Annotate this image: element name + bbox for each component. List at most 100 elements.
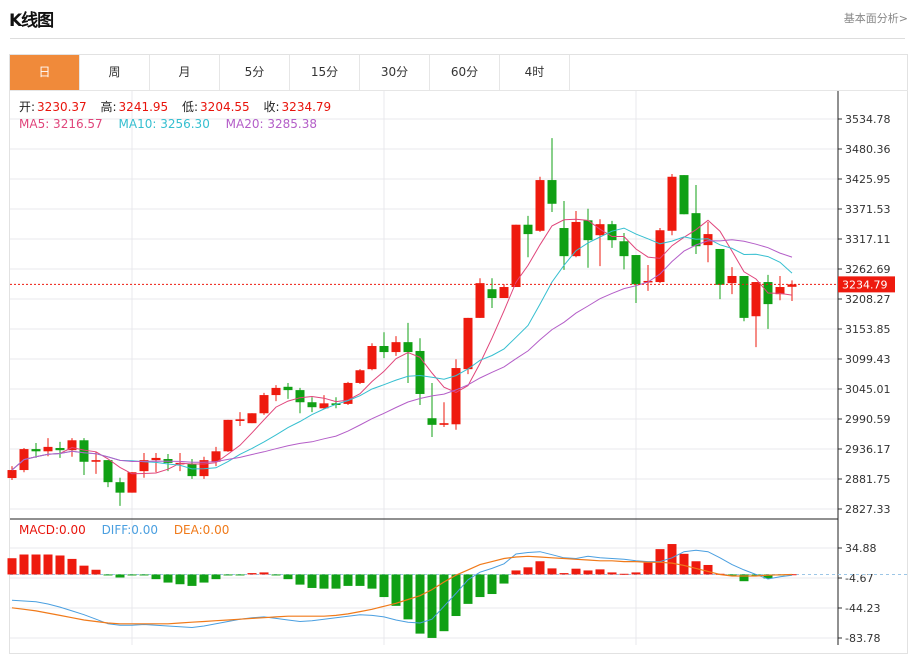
tab-15min[interactable]: 15分 <box>290 55 360 90</box>
candle-down <box>115 482 125 493</box>
candle-down <box>103 460 113 483</box>
candle-down <box>631 255 641 285</box>
tab-week[interactable]: 周 <box>80 55 150 90</box>
tab-month[interactable]: 月 <box>150 55 220 90</box>
tab-30min[interactable]: 30分 <box>360 55 430 90</box>
macd-bar <box>187 574 197 586</box>
candle-up <box>511 224 521 288</box>
price-tick-label: 3425.95 <box>845 173 891 186</box>
dea-line <box>11 555 793 625</box>
macd-bar <box>295 574 305 585</box>
candle-up <box>571 221 581 257</box>
price-tick-label: 2827.33 <box>845 503 891 516</box>
candle-down <box>283 386 293 391</box>
price-tick-label: 3045.01 <box>845 383 891 396</box>
macd-bar <box>259 572 269 575</box>
macd-bar <box>367 574 377 589</box>
macd-bar <box>379 574 389 598</box>
candle-down <box>415 350 425 394</box>
candle-up <box>655 230 665 283</box>
candle-up <box>223 419 233 452</box>
macd-bar <box>475 574 485 598</box>
macd-bar <box>199 574 209 583</box>
candle-up <box>535 180 545 231</box>
candle-up <box>355 370 365 383</box>
open-label: 开: <box>19 100 36 114</box>
macd-bar <box>103 574 113 576</box>
fundamental-analysis-link[interactable]: 基本面分析> <box>843 12 908 25</box>
price-tick-label: 2990.59 <box>845 413 891 426</box>
candle-up <box>343 382 353 404</box>
macd-bar <box>535 561 545 575</box>
macd-bar <box>583 570 593 575</box>
candle-up <box>7 470 17 479</box>
price-tick-label: 3317.11 <box>845 233 891 246</box>
open-value: 3230.37 <box>37 100 87 114</box>
macd-bar <box>247 573 257 575</box>
candle-up <box>247 413 257 424</box>
tab-4hour[interactable]: 4时 <box>500 55 570 90</box>
macd-bar <box>55 555 65 575</box>
macd-bar <box>343 574 353 586</box>
price-tick-label: 3534.78 <box>845 113 891 126</box>
tab-day[interactable]: 日 <box>10 55 80 90</box>
macd-bar <box>355 574 365 586</box>
ma20-line <box>11 239 793 471</box>
macd-bar <box>403 574 413 620</box>
macd-bar <box>679 553 689 575</box>
macd-bar <box>151 574 161 580</box>
macd-bar <box>139 574 149 576</box>
tab-5min[interactable]: 5分 <box>220 55 290 90</box>
candle-down <box>31 449 41 452</box>
macd-bar <box>727 574 737 576</box>
candle-up <box>91 460 101 462</box>
candle-down <box>55 447 65 451</box>
candle-down <box>307 402 317 408</box>
macd-bars <box>7 544 797 638</box>
candle-up <box>439 423 449 425</box>
macd-bar <box>463 574 473 604</box>
macd-bar <box>127 574 137 576</box>
macd-bar <box>739 574 749 582</box>
ma5-value: MA5: 3216.57 <box>19 117 103 131</box>
candle-down <box>559 228 569 257</box>
candle-up <box>43 446 53 452</box>
price-tick-label: 2881.75 <box>845 473 891 486</box>
candle-up <box>775 287 785 295</box>
macd-bar <box>631 572 641 575</box>
candle-down <box>619 241 629 257</box>
divider <box>10 38 905 39</box>
period-tabs: 日 周 月 5分 15分 30分 60分 4时 <box>10 55 908 91</box>
candle-up <box>67 440 77 451</box>
price-tick-label: 3262.69 <box>845 263 891 276</box>
macd-bar <box>619 573 629 575</box>
candle-down <box>547 180 557 204</box>
ma10-line <box>11 227 793 471</box>
macd-bar <box>499 574 509 584</box>
macd-bar <box>19 554 29 575</box>
tab-60min[interactable]: 60分 <box>430 55 500 90</box>
price-tick-label: 3480.36 <box>845 143 891 156</box>
price-tick-label: 3371.53 <box>845 203 891 216</box>
macd-bar <box>571 568 581 575</box>
candle-up <box>235 419 245 421</box>
macd-value: MACD:0.00 <box>19 523 86 537</box>
candle-down <box>187 463 197 477</box>
macd-bar <box>559 573 569 575</box>
candle-up <box>751 282 761 317</box>
candle-down <box>403 342 413 353</box>
candle-down <box>427 418 437 425</box>
macd-bar <box>283 574 293 580</box>
macd-tick-label: 34.88 <box>845 542 877 555</box>
macd-bar <box>307 574 317 588</box>
diff-line <box>11 549 793 629</box>
candle-down <box>679 175 689 215</box>
macd-tick-label: -4.67 <box>845 572 873 585</box>
macd-bar <box>523 567 533 575</box>
macd-bar <box>43 554 53 575</box>
price-tick-label: 3208.27 <box>845 293 891 306</box>
close-value: 3234.79 <box>281 100 332 114</box>
last-price-badge <box>838 276 895 293</box>
macd-bar <box>391 574 401 606</box>
